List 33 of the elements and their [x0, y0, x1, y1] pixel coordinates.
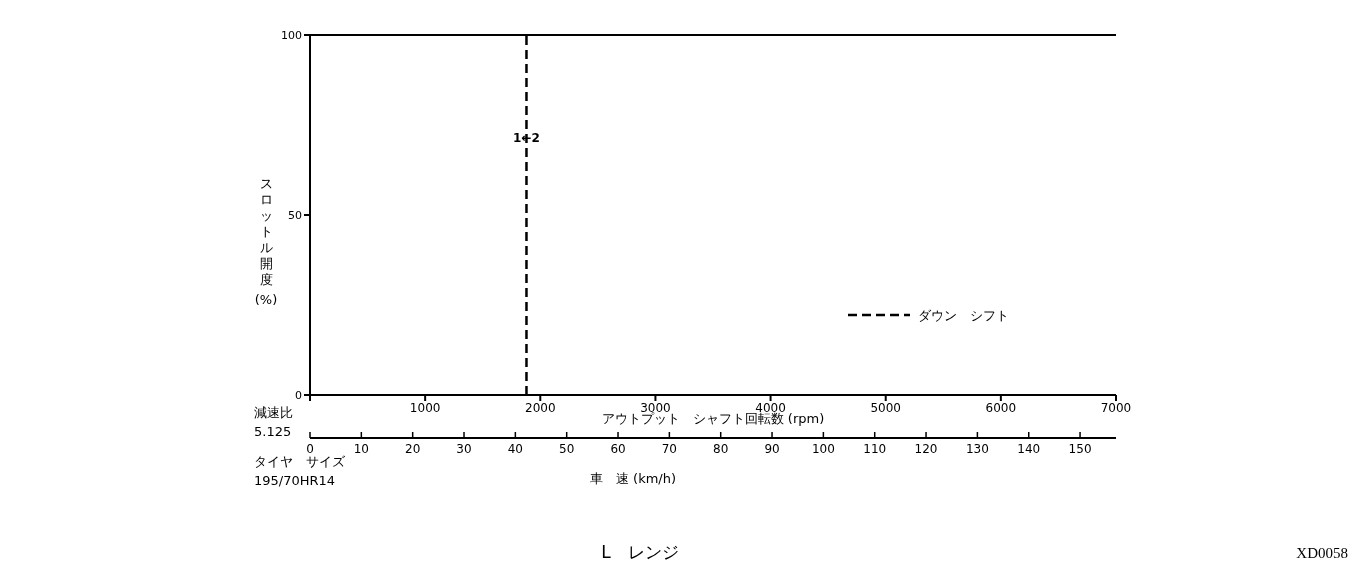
- text: タイヤ サイズ: [254, 454, 346, 469]
- x2-tick-label: 140: [1017, 442, 1041, 456]
- x-tick-label: 5000: [870, 400, 901, 415]
- x-tick-label: 1000: [409, 400, 441, 415]
- text: 5.125: [254, 424, 292, 439]
- x2-tick-label: 100: [811, 442, 835, 456]
- x2-tick-label: 0: [306, 442, 314, 456]
- text: 195/70HR14: [254, 473, 336, 488]
- x2-tick-label: 70: [661, 442, 677, 456]
- y-tick-label: 50: [288, 208, 302, 222]
- x2-tick-label: 20: [405, 442, 421, 456]
- x2-tick-label: 130: [965, 442, 989, 456]
- x-tick-label: 7000: [1100, 400, 1132, 415]
- x2-tick-label: 150: [1068, 442, 1092, 456]
- x2-tick-label: 30: [456, 442, 472, 456]
- x-tick-label: 6000: [985, 400, 1017, 415]
- x-tick-label: 2000: [525, 400, 556, 415]
- legend-label: ダウン シフト: [918, 308, 1009, 323]
- x2-tick-label: 40: [507, 442, 523, 456]
- x2-tick-label: 10: [353, 442, 369, 456]
- y-tick-label: 0: [295, 388, 302, 402]
- x2-tick-label: 80: [713, 442, 729, 456]
- x2-tick-label: 50: [559, 442, 575, 456]
- text: XD0058: [1296, 545, 1348, 561]
- y-axis-title: スロットル開度 (%): [254, 176, 278, 307]
- text: 減速比: [254, 405, 293, 420]
- text: L レンジ: [601, 542, 679, 562]
- x2-tick-label: 120: [914, 442, 938, 456]
- x2-tick-label: 60: [610, 442, 626, 456]
- x2-axis-title: 車 速 (km/h): [589, 471, 677, 486]
- x2-tick-label: 90: [764, 442, 780, 456]
- y-tick-label: 100: [281, 28, 302, 42]
- x2-tick-label: 110: [863, 442, 887, 456]
